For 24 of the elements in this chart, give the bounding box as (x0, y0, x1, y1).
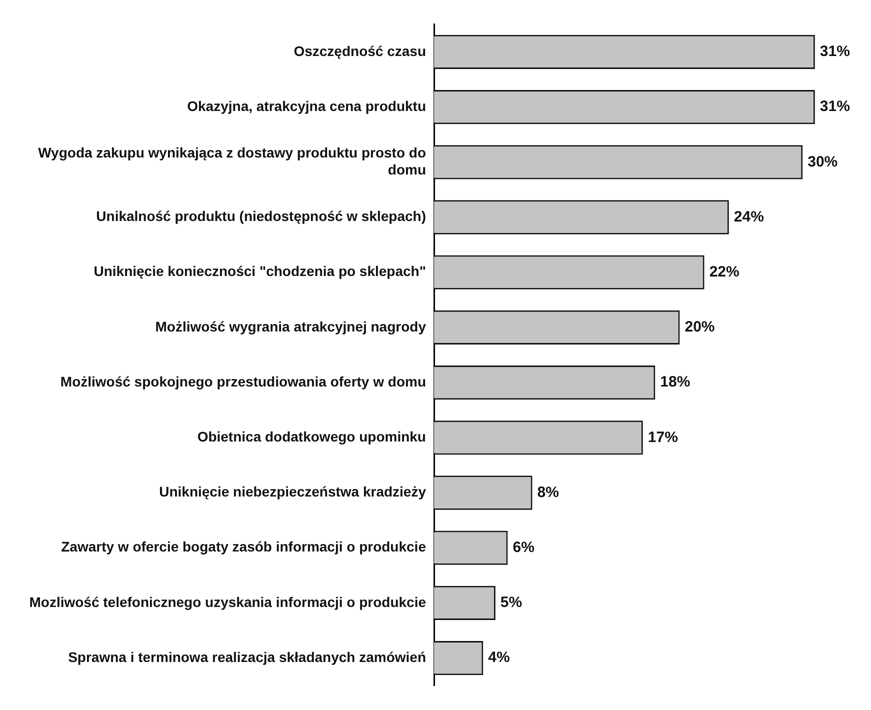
y-tick-label: Uniknięcie niebezpieczeństwa kradzieży (159, 484, 426, 500)
data-label: 24% (734, 208, 764, 226)
y-tick-label: Unikalność produktu (niedostępność w sklepach) (96, 208, 426, 224)
data-label: 5% (500, 594, 522, 612)
y-tick-label: Możliwość wygrania atrakcyjnej nagrody (155, 318, 426, 334)
y-tick-label: Mozliwość telefonicznego uzyskania informacji o produkcie (29, 594, 426, 610)
data-label: 30% (808, 153, 838, 170)
data-label: 20% (684, 318, 715, 336)
y-tick-label: Możliwość spokojnego przestudiowania oferty w domu (60, 373, 426, 390)
data-label: 6% (512, 538, 534, 556)
y-tick-label: Wygoda zakupu wynikająca z dostawy produktu prosto do domu (38, 144, 426, 178)
y-tick-label: Oszczędność czasu (294, 42, 426, 59)
y-tick-label: Okazyjna, atrakcyjna cena produktu (187, 98, 426, 114)
y-tick-label: Uniknięcie konieczności "chodzenia po sklepach" (94, 263, 426, 280)
y-tick-label: Zawarty w ofercie bogaty zasób informacji o produkcie (61, 538, 426, 555)
y-tick-label: Obietnica dodatkowego upominku (197, 428, 426, 445)
data-label: 31% (820, 43, 850, 60)
data-label: 22% (709, 263, 740, 280)
data-label: 18% (660, 374, 690, 391)
y-tick-label: Sprawna i terminowa realizacja składanych zamówień (68, 648, 426, 665)
data-label: 4% (488, 649, 510, 666)
data-label: 31% (820, 98, 850, 116)
data-label: 8% (537, 484, 559, 501)
data-label: 17% (648, 428, 678, 446)
